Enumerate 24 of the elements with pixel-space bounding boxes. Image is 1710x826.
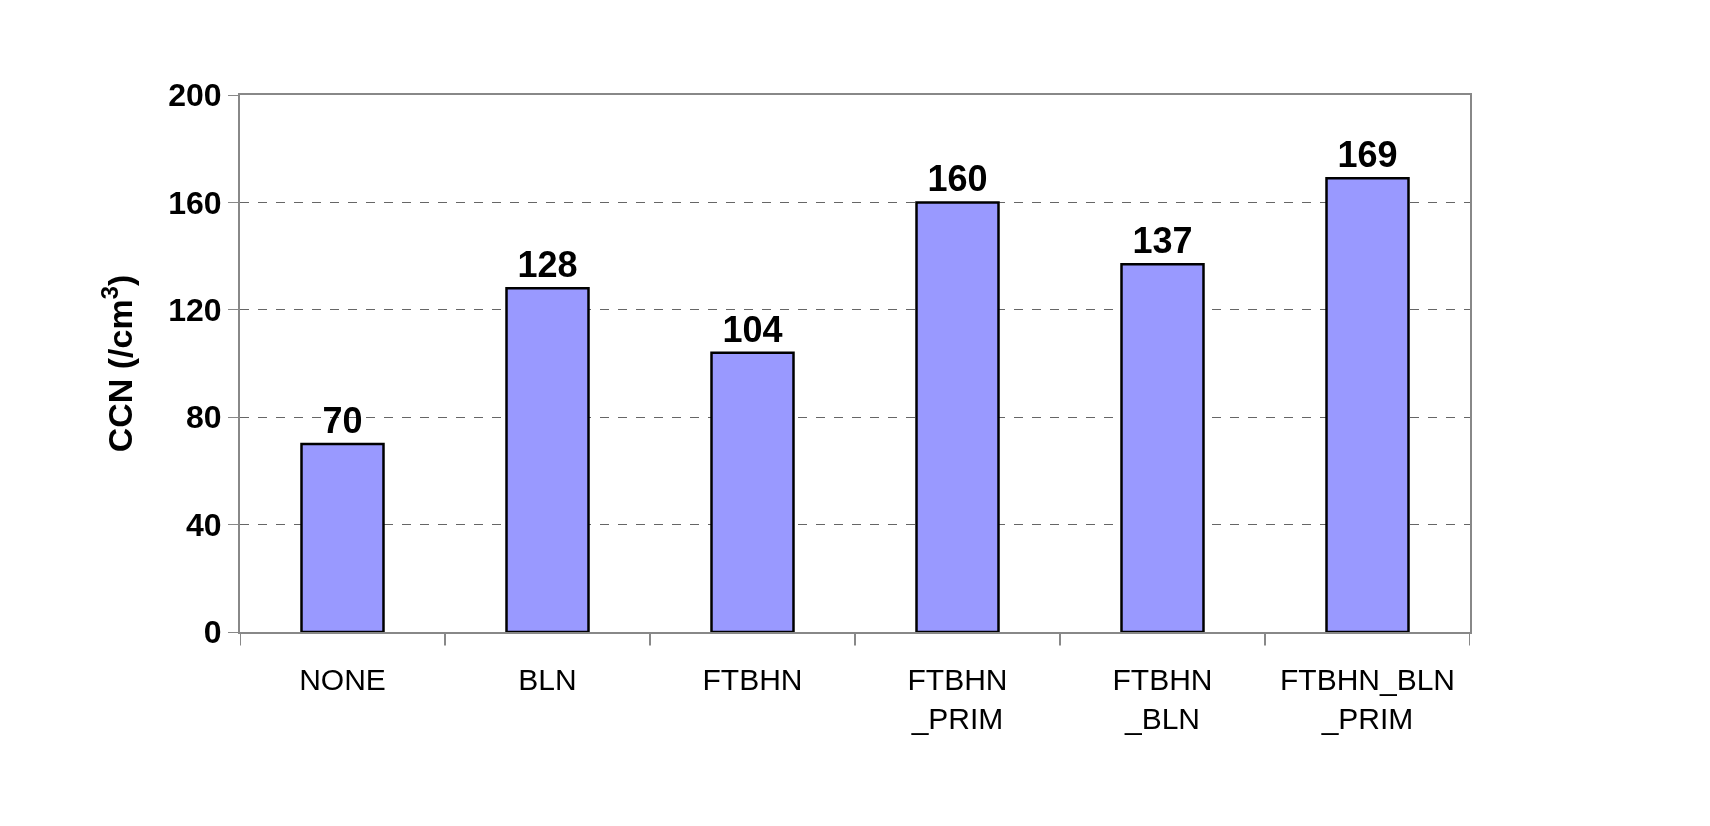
- y-tick-label: 160: [168, 184, 222, 221]
- x-tick-label: FTBHN_BLN _PRIM: [1279, 663, 1456, 735]
- data-label: 104: [722, 308, 783, 350]
- data-label: 70: [322, 400, 363, 442]
- bar: [915, 201, 1000, 632]
- y-tick-label: 120: [168, 292, 222, 328]
- bar: [1120, 262, 1205, 632]
- bar: [300, 442, 385, 632]
- x-tick-label: BLN: [518, 663, 577, 696]
- x-tick-label: FTBHN _PRIM: [907, 663, 1008, 735]
- bar: [710, 351, 795, 632]
- x-tick-label: NONE: [299, 663, 386, 696]
- data-label: 160: [927, 158, 988, 200]
- data-label: 137: [1132, 220, 1193, 262]
- y-tick-label: 80: [186, 399, 222, 436]
- data-label: 169: [1337, 134, 1398, 176]
- bar: [505, 287, 590, 632]
- y-tick-label: 200: [168, 77, 222, 114]
- x-tick-label: FTBHN: [702, 663, 803, 696]
- x-tick-label: FTBHN _BLN: [1112, 663, 1213, 735]
- data-label: 128: [517, 244, 578, 286]
- bar: [1325, 176, 1410, 632]
- y-tick-label: 0: [203, 614, 222, 651]
- y-tick-label: 40: [186, 506, 222, 543]
